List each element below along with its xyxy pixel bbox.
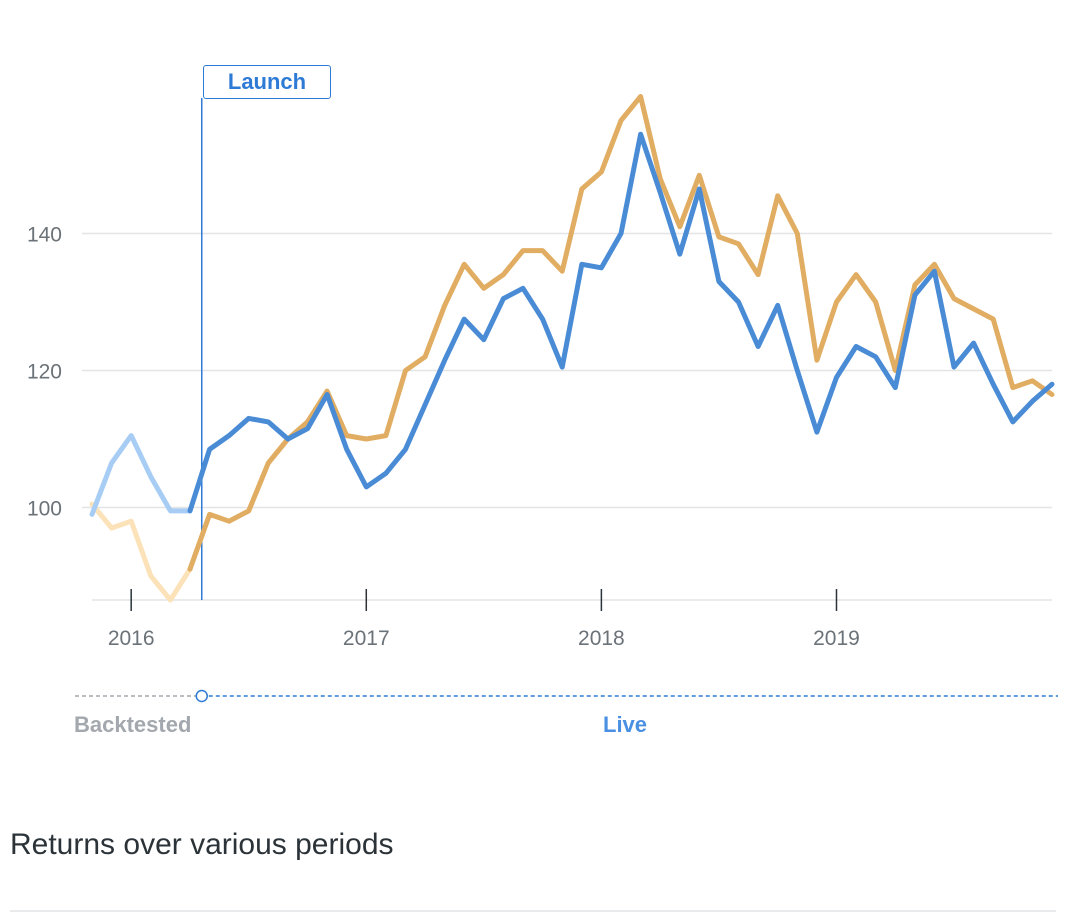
launch-marker-label: Launch: [203, 65, 331, 99]
backtested-label: Backtested: [74, 712, 192, 737]
x-tick-label: 2019: [813, 627, 860, 650]
x-tick-label: 2017: [343, 627, 390, 650]
x-tick-label: 2016: [108, 627, 155, 650]
live-label: Live: [603, 712, 648, 737]
returns-table-top-border: [10, 910, 1056, 912]
launch-timeline-dot: [195, 689, 209, 703]
y-tick-label: 100: [27, 498, 62, 521]
performance-chart: 100 120 140 2016 2017 2018 2019: [27, 94, 1058, 703]
series-gold-backtested-line: [89, 501, 193, 603]
y-tick-label: 140: [27, 224, 62, 247]
series-blue-backtested-line: [89, 433, 193, 517]
series-blue-live-line: [187, 131, 1055, 514]
series-gold-live-line: [187, 94, 1055, 572]
x-tick-label: 2018: [578, 627, 625, 650]
returns-section-title: Returns over various periods: [10, 828, 394, 861]
y-tick-label: 120: [27, 361, 62, 384]
